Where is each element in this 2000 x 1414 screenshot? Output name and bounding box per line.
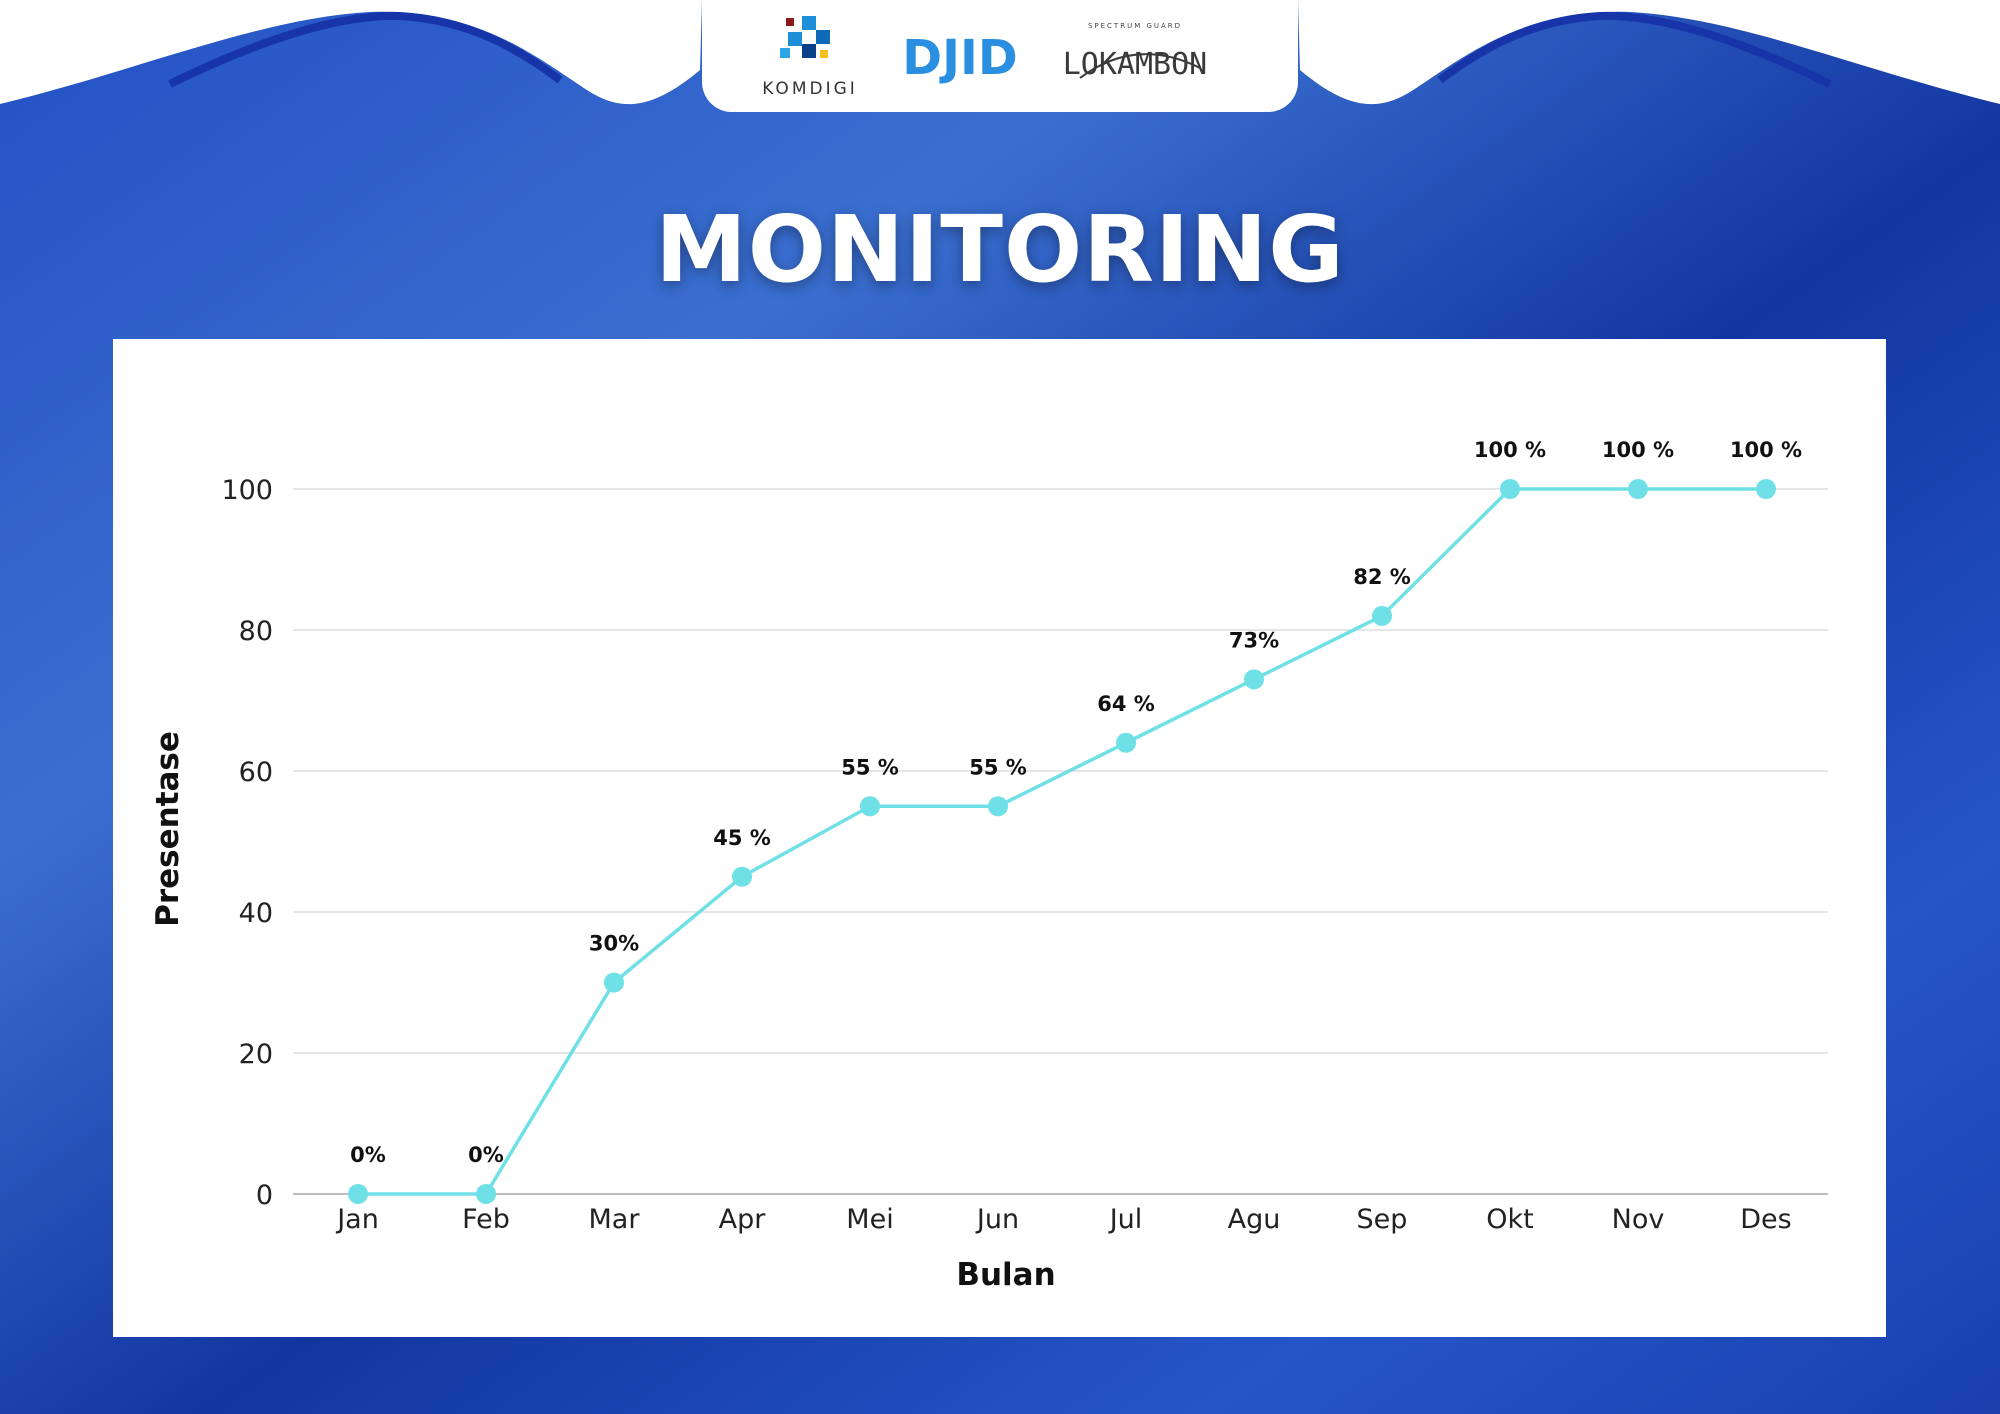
- data-label: 0%: [468, 1143, 504, 1167]
- logo-banner: KOMDIGI DJID SPECTRUM GUARD LOKAMBON: [702, 0, 1298, 112]
- y-tick-label: 60: [239, 757, 273, 788]
- data-label: 100 %: [1602, 438, 1674, 462]
- data-points: [348, 479, 1776, 1204]
- page-title: MONITORING: [655, 196, 1345, 303]
- data-label: 55 %: [841, 755, 899, 779]
- data-label: 64 %: [1097, 692, 1155, 716]
- data-point: [348, 1184, 368, 1204]
- data-point: [1628, 479, 1648, 499]
- komdigi-logo: KOMDIGI: [762, 16, 858, 98]
- x-axis-title: Bulan: [956, 1257, 1055, 1293]
- chart-card: 0 20 40 60 80 100 Jan Feb Mar Apr Mei Jun Jul Agu Sep…: [113, 339, 1886, 1337]
- x-tick-label: Okt: [1486, 1204, 1533, 1235]
- series-line-path: [358, 487, 1766, 1196]
- svg-text:SPECTRUM GUARD: SPECTRUM GUARD: [1088, 22, 1182, 30]
- x-tick-label: Mar: [589, 1204, 641, 1235]
- data-point: [1372, 605, 1392, 626]
- data-point: [732, 866, 752, 887]
- x-tick-label: Des: [1740, 1204, 1791, 1235]
- x-tick-label: Jun: [975, 1204, 1019, 1235]
- x-tick-label: Agu: [1228, 1204, 1281, 1235]
- data-point: [1756, 479, 1776, 499]
- x-tick-label: Apr: [719, 1204, 767, 1235]
- grid-lines: [293, 488, 1828, 1195]
- y-axis-title: Presentase: [150, 731, 186, 927]
- series-line: [358, 487, 1766, 1196]
- djid-logo: DJID: [902, 30, 1017, 86]
- x-tick-label: Nov: [1612, 1204, 1665, 1235]
- y-tick-label: 80: [239, 616, 273, 647]
- line-chart: 0 20 40 60 80 100 Jan Feb Mar Apr Mei Jun Jul Agu Sep…: [150, 438, 1828, 1293]
- data-labels: 0% 0% 30% 45 % 55 % 55 % 64 % 73% 82 % 100 % 100 %…: [350, 438, 1802, 1167]
- data-point: [1116, 732, 1136, 753]
- x-axis-ticks: Jan Feb Mar Apr Mei Jun Jul Agu Sep Okt Nov Des: [335, 1204, 1792, 1235]
- y-tick-label: 20: [239, 1039, 273, 1070]
- data-point: [476, 1184, 496, 1204]
- y-tick-label: 40: [239, 898, 273, 929]
- data-label: 100 %: [1474, 438, 1546, 462]
- y-tick-label: 0: [256, 1180, 273, 1211]
- data-label: 100 %: [1730, 438, 1802, 462]
- x-tick-label: Jan: [335, 1204, 379, 1235]
- data-point: [1500, 479, 1520, 499]
- x-tick-label: Mei: [846, 1204, 893, 1235]
- lokambon-logo: SPECTRUM GUARD LOKAMBON: [1063, 22, 1208, 82]
- data-point: [1244, 669, 1264, 690]
- data-label: 73%: [1229, 628, 1279, 652]
- data-point: [860, 796, 880, 817]
- data-point: [988, 796, 1008, 817]
- data-label: 30%: [589, 932, 639, 956]
- data-label: 45 %: [713, 826, 771, 850]
- x-tick-label: Sep: [1357, 1204, 1408, 1235]
- x-tick-label: Jul: [1108, 1204, 1143, 1235]
- data-label: 82 %: [1353, 565, 1411, 589]
- x-tick-label: Feb: [462, 1204, 510, 1235]
- y-axis-ticks: 0 20 40 60 80 100: [221, 475, 273, 1211]
- svg-text:LOKAMBON: LOKAMBON: [1063, 47, 1208, 82]
- data-label: 0%: [350, 1143, 386, 1167]
- data-point: [604, 972, 624, 993]
- y-tick-label: 100: [221, 475, 273, 506]
- svg-text:DJID: DJID: [902, 30, 1017, 86]
- svg-text:KOMDIGI: KOMDIGI: [762, 79, 858, 98]
- data-label: 55 %: [969, 755, 1027, 779]
